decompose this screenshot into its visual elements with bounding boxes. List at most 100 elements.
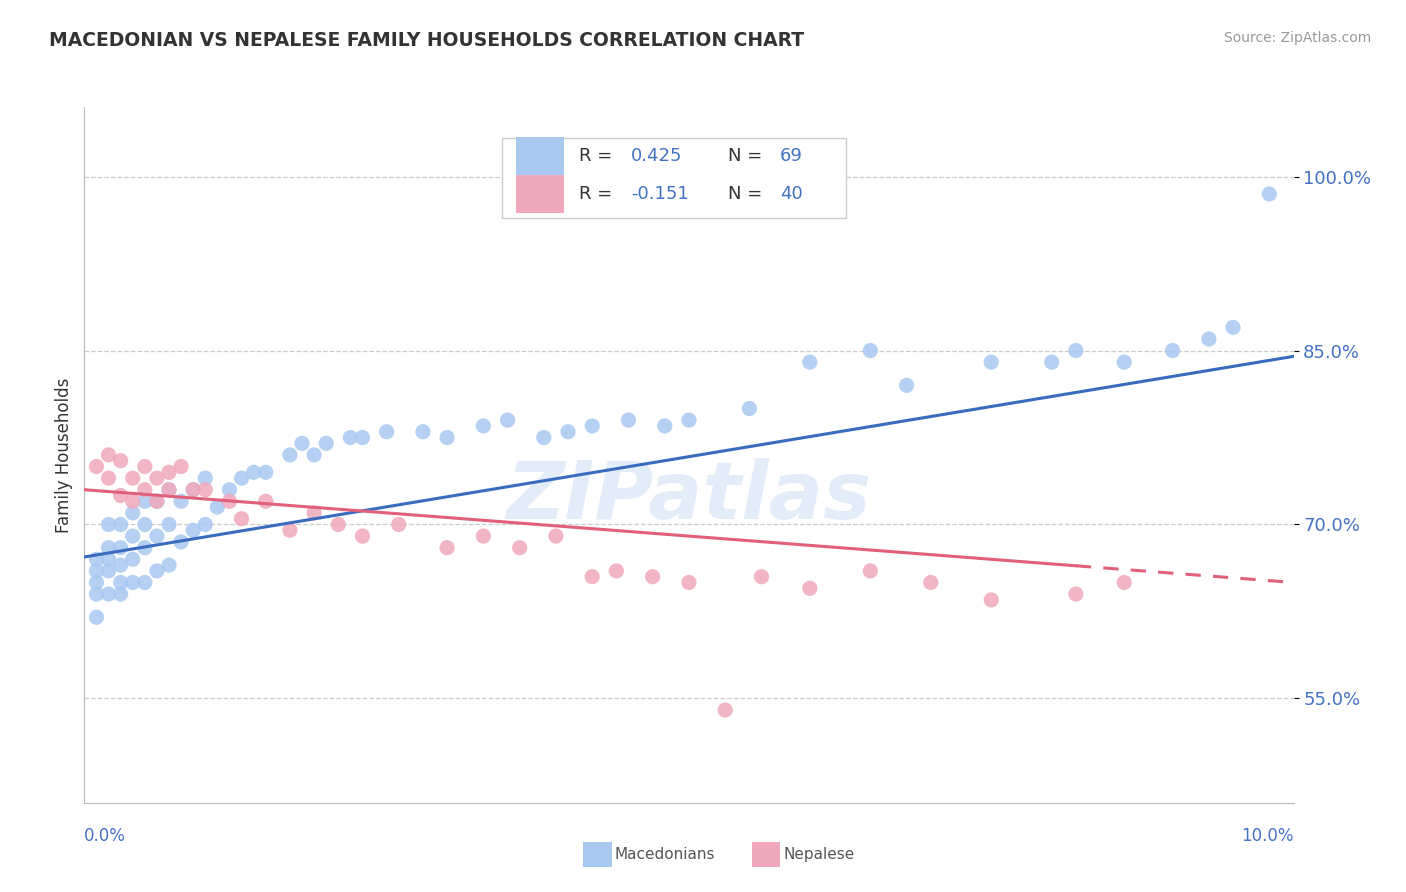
Point	[617, 413, 640, 427]
Point	[980, 592, 1002, 607]
Point	[134, 483, 156, 497]
Point	[86, 610, 108, 624]
Point	[980, 355, 1002, 369]
FancyBboxPatch shape	[516, 136, 564, 175]
Point	[231, 471, 253, 485]
Point	[738, 401, 761, 416]
Point	[496, 413, 519, 427]
Point	[110, 587, 132, 601]
Point	[146, 494, 169, 508]
Point	[352, 529, 374, 543]
Point	[533, 431, 555, 445]
Point	[1258, 187, 1281, 202]
Text: ZIPatlas: ZIPatlas	[506, 458, 872, 536]
Point	[121, 494, 143, 508]
Point	[472, 419, 495, 434]
Point	[436, 541, 458, 555]
Point	[121, 575, 143, 590]
Point	[859, 564, 882, 578]
Point	[799, 355, 821, 369]
Point	[121, 506, 143, 520]
Point	[121, 552, 143, 566]
Point	[581, 419, 603, 434]
Point	[328, 517, 350, 532]
Point	[157, 483, 180, 497]
Point	[375, 425, 398, 439]
Point	[654, 419, 676, 434]
Text: Macedonians: Macedonians	[614, 847, 714, 862]
Point	[278, 523, 301, 537]
Point	[194, 517, 217, 532]
Point	[751, 569, 773, 583]
FancyBboxPatch shape	[502, 138, 846, 219]
Point	[352, 431, 374, 445]
Point	[86, 575, 108, 590]
Point	[110, 517, 132, 532]
Point	[1114, 355, 1136, 369]
Point	[242, 466, 264, 480]
Text: -0.151: -0.151	[631, 185, 689, 203]
Point	[134, 541, 156, 555]
Point	[134, 494, 156, 508]
Point	[134, 575, 156, 590]
Point	[110, 541, 132, 555]
Point	[1040, 355, 1063, 369]
Point	[86, 587, 108, 601]
Point	[86, 459, 108, 474]
Point	[1222, 320, 1244, 334]
Point	[146, 471, 169, 485]
Point	[110, 489, 132, 503]
Point	[146, 564, 169, 578]
Point	[254, 466, 277, 480]
Point	[1198, 332, 1220, 346]
Point	[278, 448, 301, 462]
Point	[170, 534, 193, 549]
Point	[170, 459, 193, 474]
Point	[714, 703, 737, 717]
Point	[896, 378, 918, 392]
Point	[110, 575, 132, 590]
Text: MACEDONIAN VS NEPALESE FAMILY HOUSEHOLDS CORRELATION CHART: MACEDONIAN VS NEPALESE FAMILY HOUSEHOLDS…	[49, 31, 804, 50]
Point	[302, 506, 325, 520]
Point	[641, 569, 664, 583]
Point	[581, 569, 603, 583]
Point	[544, 529, 567, 543]
Point	[181, 523, 204, 537]
Point	[181, 483, 204, 497]
Point	[157, 466, 180, 480]
Text: 10.0%: 10.0%	[1241, 827, 1294, 845]
Point	[218, 494, 240, 508]
Point	[1114, 575, 1136, 590]
Point	[302, 448, 325, 462]
Point	[557, 425, 579, 439]
Point	[157, 517, 180, 532]
Text: R =: R =	[579, 147, 617, 165]
Y-axis label: Family Households: Family Households	[55, 377, 73, 533]
Point	[472, 529, 495, 543]
Point	[134, 517, 156, 532]
Text: Nepalese: Nepalese	[783, 847, 855, 862]
Point	[1064, 343, 1087, 358]
Text: N =: N =	[728, 185, 768, 203]
Point	[339, 431, 361, 445]
Point	[157, 558, 180, 573]
Point	[146, 494, 169, 508]
Point	[254, 494, 277, 508]
Point	[97, 517, 120, 532]
Point	[157, 483, 180, 497]
Point	[207, 500, 229, 514]
Point	[1064, 587, 1087, 601]
Text: 40: 40	[779, 185, 803, 203]
Point	[86, 552, 108, 566]
Point	[134, 459, 156, 474]
Point	[315, 436, 337, 450]
Point	[388, 517, 411, 532]
Point	[859, 343, 882, 358]
Point	[121, 529, 143, 543]
Point	[97, 552, 120, 566]
Point	[86, 564, 108, 578]
Point	[194, 471, 217, 485]
Point	[678, 413, 700, 427]
Text: Source: ZipAtlas.com: Source: ZipAtlas.com	[1223, 31, 1371, 45]
Point	[291, 436, 314, 450]
